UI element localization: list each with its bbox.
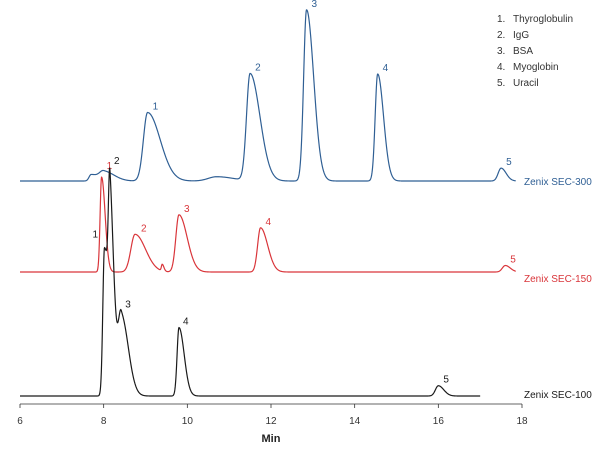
peak-label: 2 [255,62,261,73]
peak-label: 1 [93,230,99,241]
peak-label: 2 [114,156,120,167]
x-tick-label: 6 [17,416,23,427]
peak-label: 2 [141,223,147,234]
peak-label: 5 [443,375,449,386]
x-tick-label: 10 [182,416,194,427]
legend-label: Uracil [513,78,539,89]
x-tick-label: 14 [349,416,361,427]
legend-number: 3. [497,46,505,57]
legend-label: IgG [513,30,529,41]
peak-label: 3 [125,299,131,310]
series-line [20,176,516,273]
x-axis: 6 8 10 12 14 16 18 [17,403,528,427]
peak-label: 5 [510,255,516,266]
series-name: Zenix SEC-300 [524,177,592,188]
legend: 1. Thyroglobulin 2. IgG 3. BSA 4. Myoglobin 5. Ur… [497,14,573,89]
legend-number: 2. [497,30,505,41]
peak-label: 3 [184,204,190,215]
legend-label: Myoglobin [513,62,559,73]
legend-number: 1. [497,14,505,25]
peak-label: 1 [153,102,159,113]
legend-label: Thyroglobulin [513,14,573,25]
peak-label: 1 [107,161,113,172]
x-tick-label: 8 [101,416,107,427]
series-name: Zenix SEC-100 [524,390,592,401]
peak-label: 4 [266,217,272,228]
series-1: 1 2 3 4 5 Zenix SEC-150 [20,161,592,285]
peak-label: 3 [312,0,318,10]
legend-number: 4. [497,62,505,73]
x-axis-label: Min [262,433,281,445]
legend-label: BSA [513,46,533,57]
legend-number: 5. [497,78,505,89]
peak-label: 5 [506,157,512,168]
x-tick-label: 18 [516,416,528,427]
peak-label: 4 [383,63,389,74]
series-line [20,167,481,397]
peak-label: 4 [183,317,189,328]
series-name: Zenix SEC-150 [524,274,592,285]
x-tick-label: 12 [265,416,277,427]
x-tick-label: 16 [433,416,445,427]
series-line [20,9,516,182]
